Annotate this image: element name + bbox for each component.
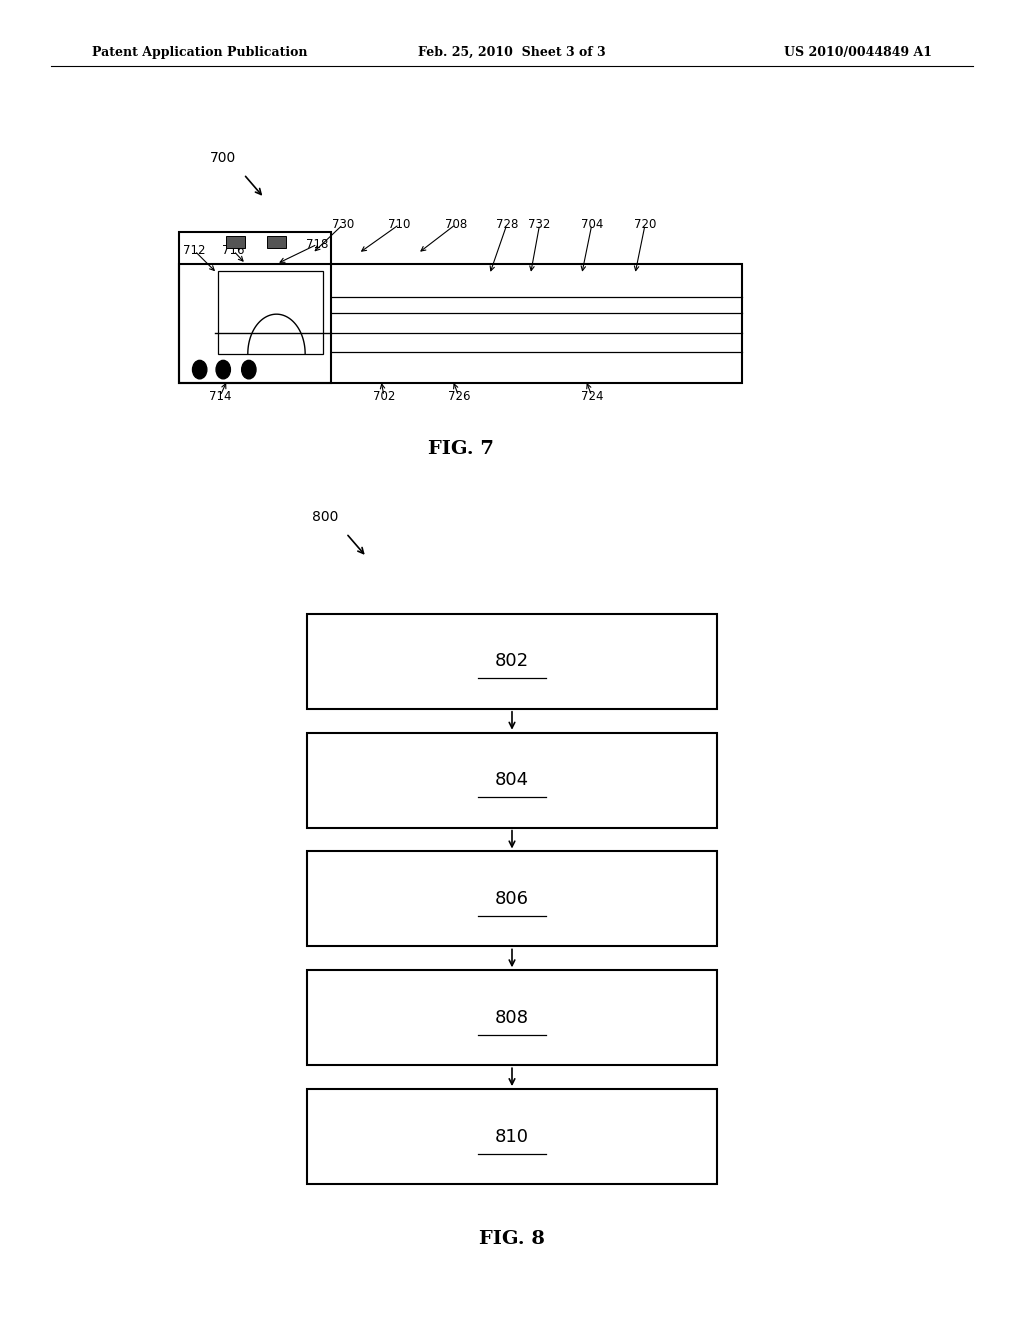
Text: 710: 710 (388, 218, 411, 231)
Text: 702: 702 (373, 389, 395, 403)
Text: 804: 804 (495, 771, 529, 789)
Polygon shape (267, 236, 286, 248)
Bar (307, 851, 717, 946)
Text: FIG. 8: FIG. 8 (479, 1230, 545, 1249)
Text: 712: 712 (183, 244, 206, 257)
Text: 704: 704 (581, 218, 603, 231)
Text: 700: 700 (210, 152, 237, 165)
Text: 718: 718 (306, 238, 329, 251)
Bar (307, 733, 717, 828)
Text: 714: 714 (209, 389, 231, 403)
Text: 720: 720 (634, 218, 656, 231)
Text: 730: 730 (332, 218, 354, 231)
Circle shape (216, 360, 230, 379)
Bar (307, 970, 717, 1065)
Text: 726: 726 (447, 389, 470, 403)
Text: 732: 732 (528, 218, 551, 231)
Text: 716: 716 (222, 244, 245, 257)
Text: 808: 808 (495, 1008, 529, 1027)
Circle shape (242, 360, 256, 379)
Text: Feb. 25, 2010  Sheet 3 of 3: Feb. 25, 2010 Sheet 3 of 3 (418, 46, 606, 59)
Text: 810: 810 (495, 1127, 529, 1146)
Text: 802: 802 (495, 652, 529, 671)
Text: 724: 724 (581, 389, 603, 403)
Text: 806: 806 (495, 890, 529, 908)
Bar (307, 1089, 717, 1184)
Text: 708: 708 (444, 218, 467, 231)
Bar (307, 614, 717, 709)
Polygon shape (226, 236, 245, 248)
Text: 728: 728 (496, 218, 518, 231)
Circle shape (193, 360, 207, 379)
Text: 800: 800 (312, 511, 339, 524)
Text: Patent Application Publication: Patent Application Publication (92, 46, 307, 59)
Text: US 2010/0044849 A1: US 2010/0044849 A1 (783, 46, 932, 59)
Text: FIG. 7: FIG. 7 (428, 440, 494, 458)
